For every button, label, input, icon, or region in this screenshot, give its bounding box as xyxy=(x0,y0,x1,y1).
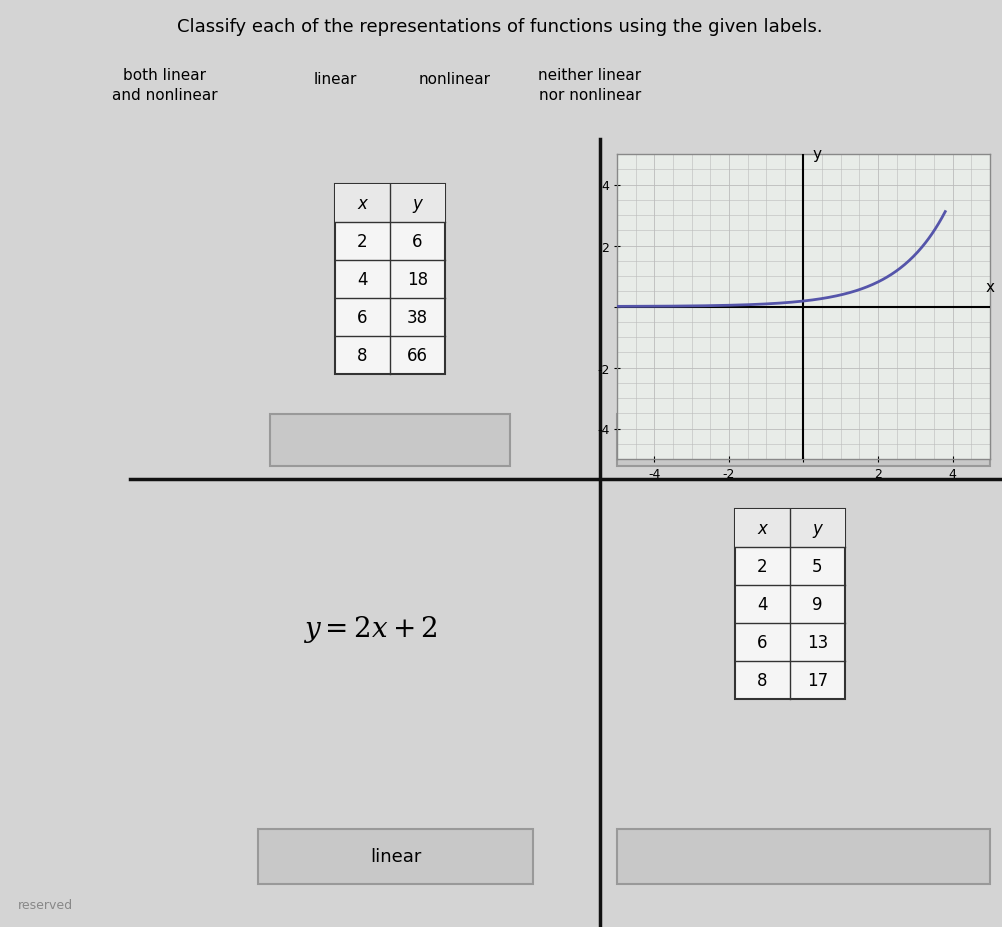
Bar xyxy=(270,414,509,466)
Text: 8: 8 xyxy=(757,671,767,690)
Bar xyxy=(616,414,989,466)
Text: 18: 18 xyxy=(407,271,428,288)
Text: 4: 4 xyxy=(357,271,368,288)
Text: 2: 2 xyxy=(357,233,368,250)
Text: x: x xyxy=(757,519,767,538)
Text: linear: linear xyxy=(370,847,421,866)
Text: y: y xyxy=(812,519,822,538)
Text: 6: 6 xyxy=(757,633,767,652)
Bar xyxy=(734,510,844,548)
Text: x: x xyxy=(985,280,994,295)
Bar xyxy=(335,184,445,222)
Text: 2: 2 xyxy=(757,557,768,576)
Text: neither linear
nor nonlinear: neither linear nor nonlinear xyxy=(538,68,641,103)
Text: 5: 5 xyxy=(812,557,822,576)
Text: linear: linear xyxy=(313,72,357,87)
Text: 4: 4 xyxy=(757,595,767,614)
Text: 6: 6 xyxy=(412,233,422,250)
Text: 66: 66 xyxy=(407,347,428,364)
Text: Classify each of the representations of functions using the given labels.: Classify each of the representations of … xyxy=(177,18,822,36)
Text: 8: 8 xyxy=(357,347,368,364)
Bar xyxy=(258,829,532,884)
Text: $y = 2x + 2$: $y = 2x + 2$ xyxy=(303,614,437,645)
Text: 6: 6 xyxy=(357,309,368,326)
Text: 38: 38 xyxy=(407,309,428,326)
Text: 13: 13 xyxy=(806,633,828,652)
Text: both linear
and nonlinear: both linear and nonlinear xyxy=(112,68,217,103)
Bar xyxy=(734,510,844,699)
Text: reserved: reserved xyxy=(18,898,73,911)
Bar xyxy=(616,829,989,884)
Text: x: x xyxy=(357,195,367,213)
Text: y: y xyxy=(412,195,422,213)
Text: 9: 9 xyxy=(812,595,822,614)
Text: y: y xyxy=(812,147,821,162)
Text: nonlinear: nonlinear xyxy=(419,72,491,87)
Bar xyxy=(335,184,445,375)
Text: 17: 17 xyxy=(807,671,828,690)
